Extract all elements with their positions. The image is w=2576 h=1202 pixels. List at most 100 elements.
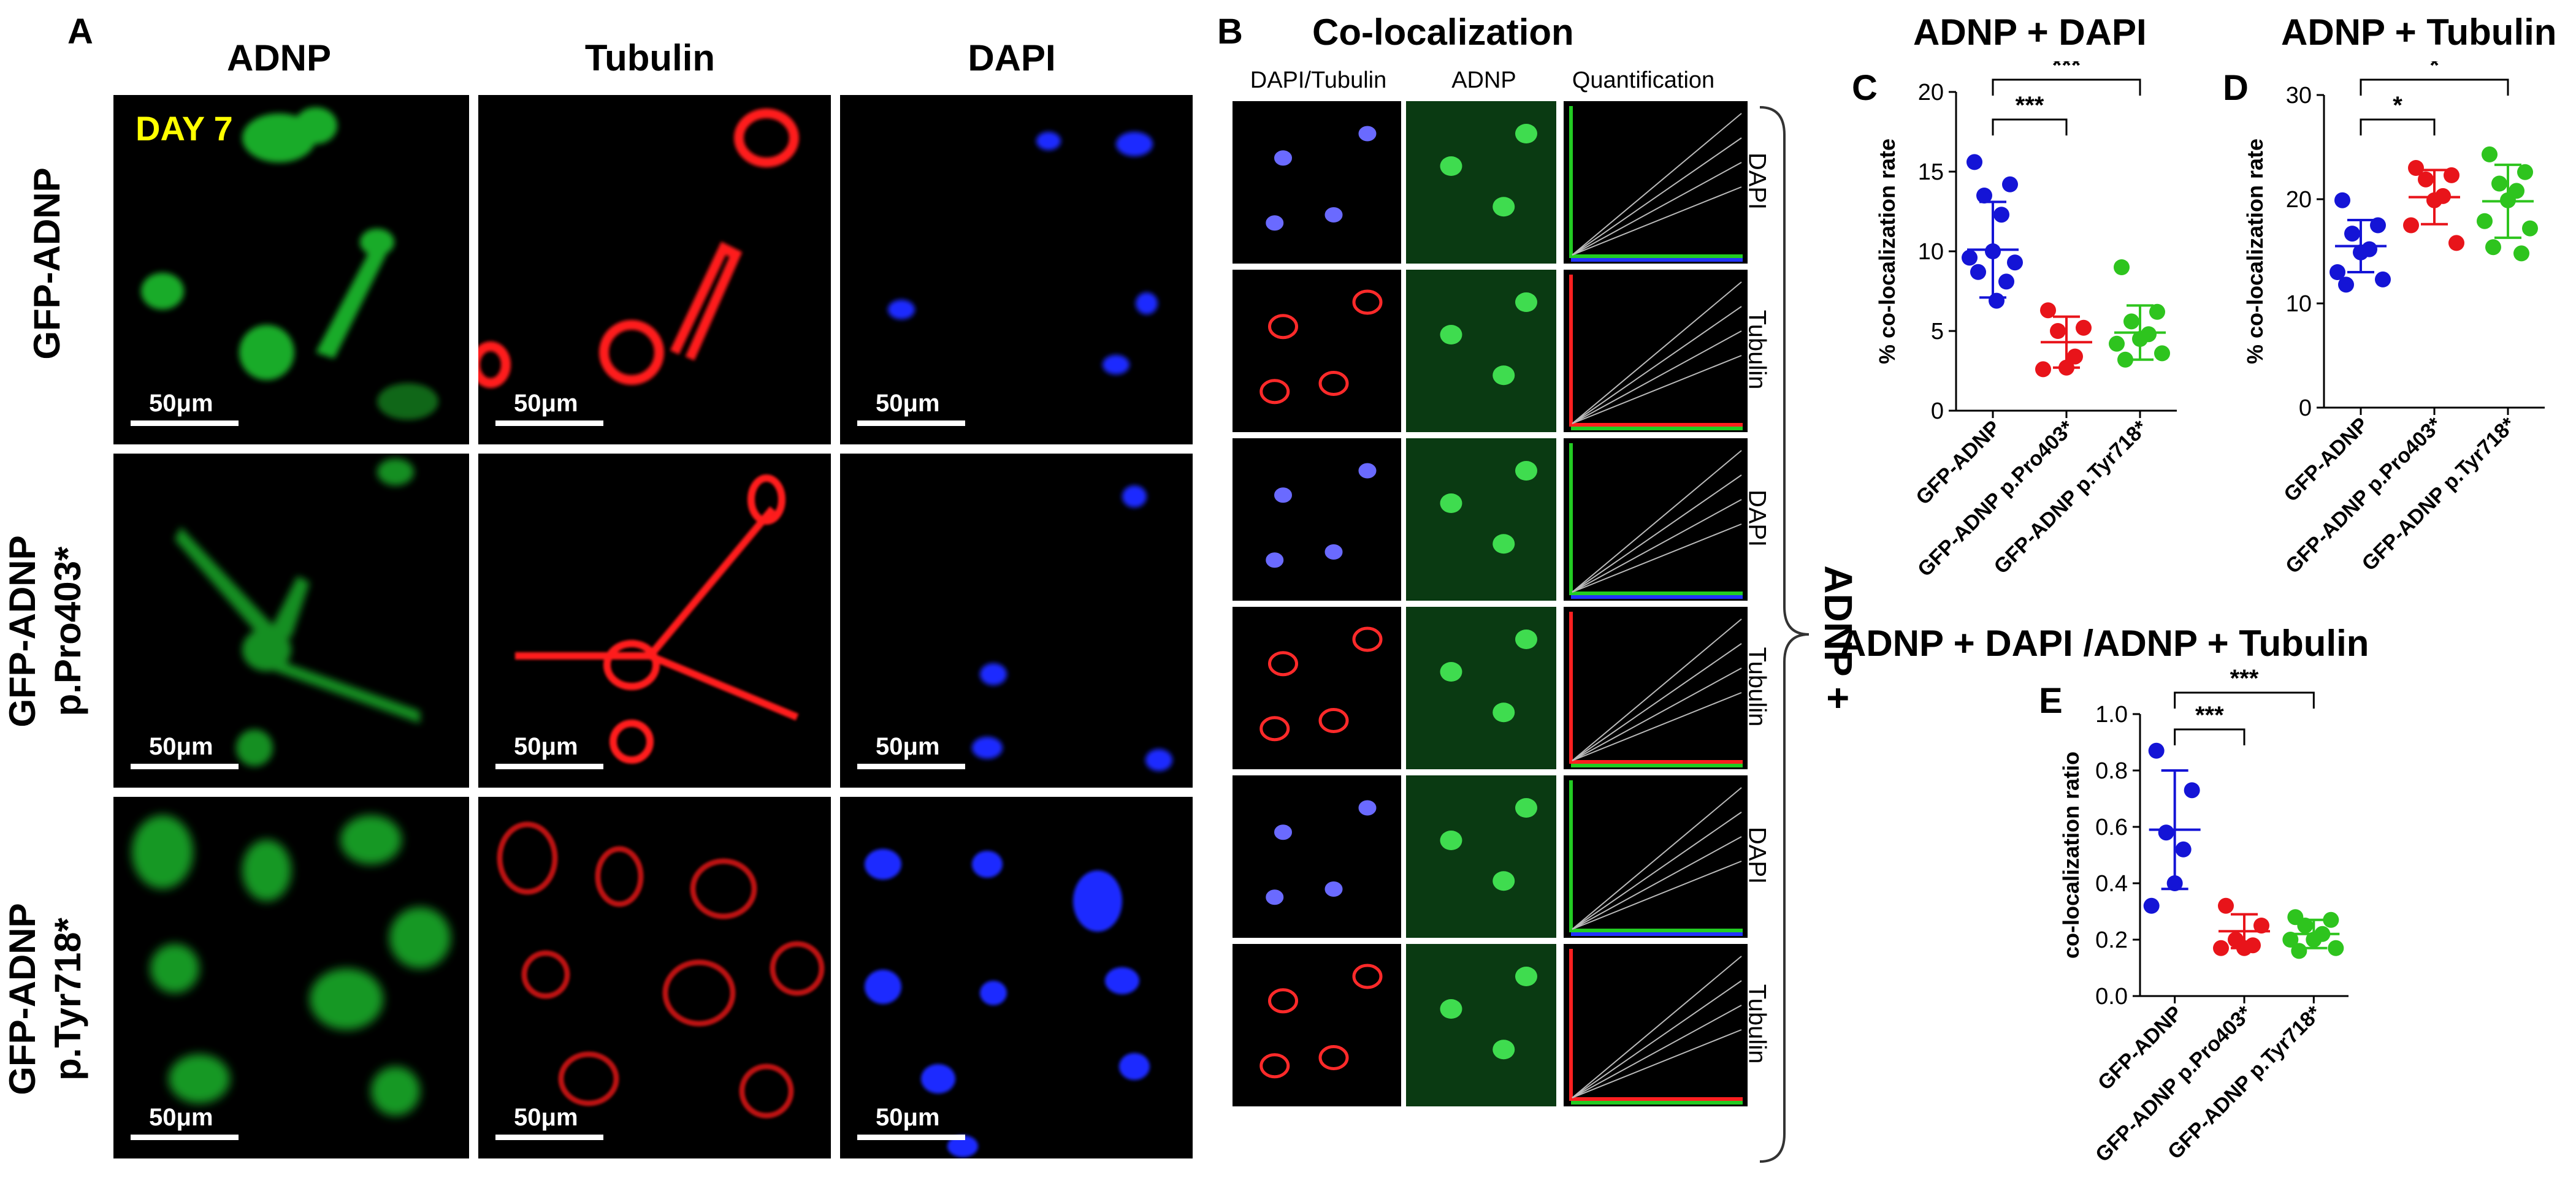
y-tick-label: 0.6	[2095, 815, 2128, 840]
row-header-pro403: GFP-ADNP p.Pro403*	[0, 503, 98, 760]
data-point	[2158, 824, 2174, 841]
scale-bar-label: 50μm	[514, 1104, 578, 1131]
data-point	[2154, 345, 2170, 362]
data-point	[2050, 323, 2066, 339]
scale-bar	[495, 420, 603, 426]
cells-image	[865, 849, 1150, 1157]
data-point	[2213, 940, 2229, 956]
data-point	[2477, 213, 2493, 229]
quantification-plot	[1569, 275, 1743, 430]
x-tick-label: GFP-ADNP p.Tyr718*	[2358, 413, 2521, 576]
y-axis-label: % co-localization rate	[1875, 139, 1900, 364]
y-tick-label: 0.8	[2095, 758, 2128, 784]
data-point	[2291, 943, 2307, 959]
data-point	[1998, 273, 2014, 290]
cells-image	[1259, 626, 1383, 742]
micrograph-dapi-row2: 50μm	[840, 454, 1193, 788]
scale-bar-label: 50μm	[514, 733, 578, 760]
scale-bar	[131, 764, 239, 769]
cells-image	[132, 815, 451, 1116]
data-point	[1989, 292, 2005, 309]
panel-b-tile	[1233, 607, 1401, 769]
data-point	[2522, 220, 2538, 237]
panel-b-tile	[1233, 270, 1401, 432]
scale-bar-label: 50μm	[149, 390, 213, 417]
panel-b-tile	[1564, 607, 1748, 769]
y-tick-label: 10	[2286, 291, 2312, 317]
data-point	[1962, 249, 1978, 266]
panel-b-brace	[1760, 106, 1810, 1163]
panel-b-tile	[1406, 438, 1556, 601]
cells-image	[1406, 101, 1556, 264]
data-point	[2114, 259, 2130, 275]
data-point	[1976, 188, 1992, 204]
data-point	[2418, 171, 2434, 188]
panel-b-title: Co-localization	[1312, 12, 1574, 53]
cells-image	[888, 132, 1158, 375]
row-header-line1: GFP-ADNP	[26, 167, 67, 360]
day-label: DAY 7	[136, 109, 233, 148]
cells-image	[1259, 964, 1383, 1079]
significance-label: *	[2429, 61, 2439, 79]
y-tick-label: 20	[1918, 80, 1944, 105]
chart-svg: 0.00.20.40.60.81.0co-localization ratioG…	[2058, 665, 2349, 1166]
scale-bar	[131, 1135, 239, 1140]
panel-b-tile	[1406, 944, 1556, 1106]
row-header-line2: p.Pro403*	[47, 546, 88, 717]
data-point	[2306, 932, 2322, 948]
quantification-plot	[1569, 780, 1743, 936]
cells-image	[972, 485, 1172, 771]
row-header-tyr718: GFP-ADNP p.Tyr718*	[0, 870, 98, 1128]
data-point	[2002, 176, 2018, 192]
significance-label: *	[2393, 92, 2402, 119]
y-axis-label: % co-localization rate	[2242, 139, 2268, 364]
x-tick-label: GFP-ADNP p.Tyr718*	[1990, 416, 2153, 579]
cells-image	[1266, 800, 1377, 905]
data-point	[2184, 782, 2200, 799]
cells-image	[141, 107, 438, 420]
significance-bracket	[2360, 78, 2509, 96]
data-point	[2448, 235, 2464, 251]
y-tick-label: 0	[2299, 395, 2312, 421]
quantification-plot	[1569, 949, 1743, 1105]
cells-image	[1266, 463, 1377, 568]
column-header-adnp: ADNP	[226, 37, 331, 78]
quantification-plot	[1569, 106, 1743, 262]
data-point	[2123, 313, 2139, 330]
cells-image	[515, 474, 799, 764]
data-point	[2175, 841, 2192, 858]
data-point	[2067, 348, 2083, 365]
cells-image	[175, 458, 420, 766]
data-point	[2344, 226, 2360, 242]
panel-b-col-dapi-tubulin: DAPI/Tubulin	[1250, 67, 1387, 93]
y-tick-label: 5	[1931, 319, 1944, 344]
panel-b-tile	[1233, 438, 1401, 601]
y-tick-label: 0.4	[2095, 871, 2128, 897]
scale-bar	[131, 420, 239, 426]
quantification-plot	[1569, 443, 1743, 599]
micrograph-adnp-row2: 50μm	[113, 454, 469, 788]
panel-b-col-adnp: ADNP	[1451, 67, 1516, 93]
panel-b-tile	[1564, 270, 1748, 432]
scale-bar	[857, 1135, 965, 1140]
micrograph-adnp-row3: 50μm	[113, 797, 469, 1158]
panel-b-col-quantification: Quantification	[1572, 67, 1715, 93]
y-axis-label: co-localization ratio	[2058, 751, 2084, 959]
data-point	[2007, 254, 2023, 271]
scale-bar-label: 50μm	[514, 390, 578, 417]
micrograph-dapi-row3: 50μm	[840, 797, 1193, 1158]
scale-bar-label: 50μm	[876, 1104, 940, 1131]
row-header-line2: p.Tyr718*	[47, 918, 88, 1081]
y-tick-label: 0.0	[2095, 984, 2128, 1010]
y-tick-label: 0	[1931, 398, 1944, 424]
data-point	[2491, 175, 2507, 192]
panel-b-tile	[1233, 101, 1401, 264]
data-point	[1985, 243, 2001, 259]
data-point	[2149, 303, 2165, 320]
panel-letter-a: A	[67, 12, 93, 51]
chart-c-title: ADNP + DAPI	[1913, 12, 2147, 53]
scale-bar	[495, 1135, 603, 1140]
data-point	[2403, 217, 2419, 234]
cells-image	[1406, 270, 1556, 432]
